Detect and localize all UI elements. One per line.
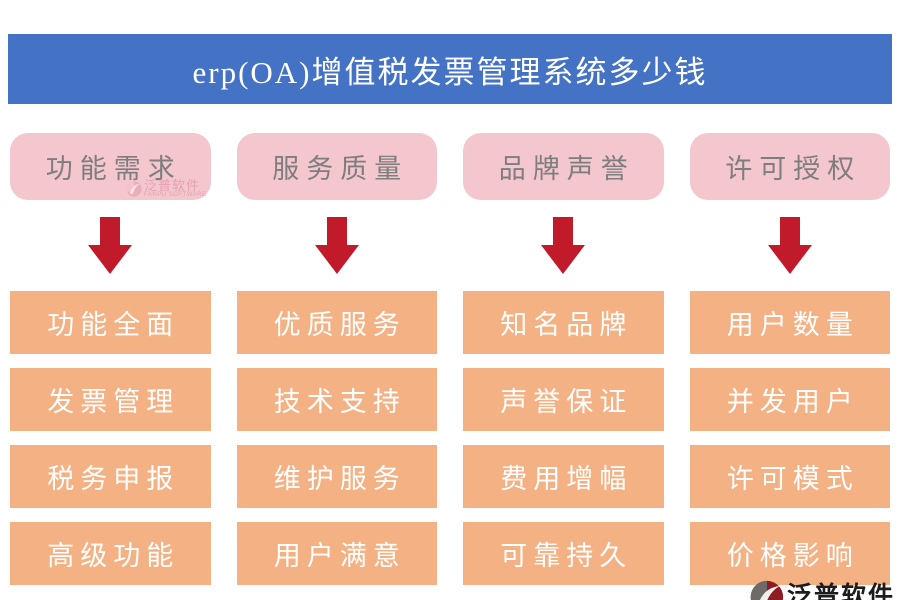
item-label: 许可模式	[726, 464, 859, 494]
watermark-brand: 泛普软件	[786, 582, 895, 600]
item-label: 可靠持久	[500, 541, 633, 571]
item-label: 知名品牌	[500, 310, 633, 340]
column-functional-requirements: 功能需求 泛普软件 FANPU SOFTWARE 功能全面 发票管理 税	[10, 133, 211, 585]
item-list: 用户数量 并发用户 许可模式 价格影响	[689, 291, 890, 585]
down-arrow-icon	[314, 217, 359, 274]
item-box: 用户满意	[236, 522, 437, 585]
item-box: 价格影响	[689, 522, 890, 585]
down-arrow	[463, 200, 664, 291]
item-label: 声誉保证	[500, 387, 633, 417]
item-box: 许可模式	[689, 445, 890, 508]
item-list: 功能全面 发票管理 税务申报 高级功能	[10, 291, 211, 585]
item-box: 用户数量	[689, 291, 890, 354]
category-label: 服务质量	[272, 154, 409, 184]
item-label: 高级功能	[47, 541, 180, 571]
category-label: 功能需求	[45, 154, 182, 184]
item-box: 优质服务	[236, 291, 437, 354]
down-arrow-icon	[767, 217, 812, 274]
item-box: 费用增幅	[463, 445, 664, 508]
item-list: 优质服务 技术支持 维护服务 用户满意	[236, 291, 437, 585]
category-box-functional: 功能需求 泛普软件 FANPU SOFTWARE	[10, 133, 211, 200]
item-box: 并发用户	[689, 368, 890, 431]
item-box: 税务申报	[10, 445, 211, 508]
item-label: 费用增幅	[500, 464, 633, 494]
item-box: 维护服务	[236, 445, 437, 508]
category-label: 许可授权	[725, 154, 862, 184]
item-label: 价格影响	[726, 541, 859, 571]
item-box: 技术支持	[236, 368, 437, 431]
column-service-quality: 服务质量 优质服务 技术支持 维护服务 用户满意	[236, 133, 438, 585]
title-banner: erp(OA)增值税发票管理系统多少钱	[8, 34, 892, 104]
columns-grid: 功能需求 泛普软件 FANPU SOFTWARE 功能全面 发票管理 税	[0, 133, 900, 585]
item-label: 用户满意	[273, 541, 406, 571]
column-brand-reputation: 品牌声誉 知名品牌 声誉保证 费用增幅 可靠持久	[463, 133, 664, 585]
down-arrow	[237, 200, 438, 291]
down-arrow	[690, 200, 891, 291]
item-box: 高级功能	[10, 522, 211, 585]
watermark-brand-en: FANPU SOFTWARE	[144, 192, 207, 198]
down-arrow	[10, 200, 211, 291]
item-label: 税务申报	[47, 464, 180, 494]
item-label: 维护服务	[273, 464, 406, 494]
down-arrow-icon	[88, 217, 133, 274]
item-label: 并发用户	[726, 387, 859, 417]
category-box-service: 服务质量	[236, 133, 437, 200]
item-label: 功能全面	[47, 310, 180, 340]
item-label: 发票管理	[47, 387, 180, 417]
category-box-license: 许可授权	[689, 133, 890, 200]
item-box: 知名品牌	[463, 291, 664, 354]
column-license-authorization: 许可授权 用户数量 并发用户 许可模式 价格影响	[689, 133, 891, 585]
item-label: 技术支持	[273, 387, 406, 417]
item-box: 功能全面	[10, 291, 211, 354]
item-label: 优质服务	[273, 310, 406, 340]
category-label: 品牌声誉	[498, 154, 635, 184]
page-title: erp(OA)增值税发票管理系统多少钱	[192, 54, 708, 90]
item-label: 用户数量	[726, 310, 859, 340]
down-arrow-icon	[541, 217, 586, 274]
item-box: 发票管理	[10, 368, 211, 431]
item-list: 知名品牌 声誉保证 费用增幅 可靠持久	[463, 291, 664, 585]
item-box: 声誉保证	[463, 368, 664, 431]
category-box-brand: 品牌声誉	[463, 133, 664, 200]
item-box: 可靠持久	[463, 522, 664, 585]
